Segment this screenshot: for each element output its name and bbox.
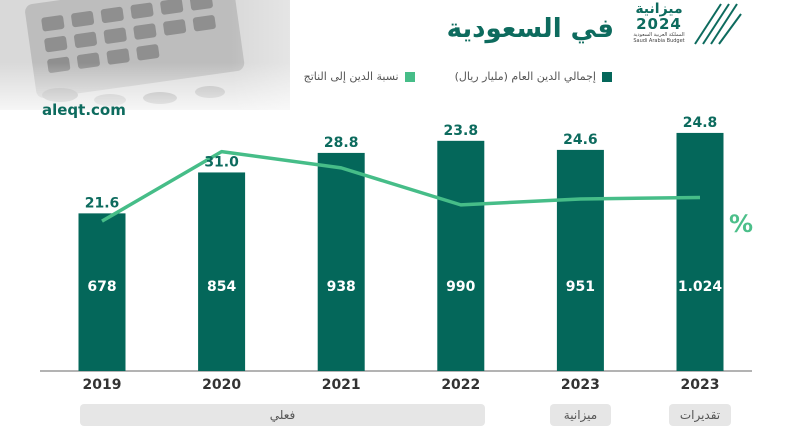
- bar-2021-2: [317, 152, 365, 371]
- bar-value-label: 938: [327, 279, 356, 295]
- bar-value-label: 854: [207, 279, 236, 295]
- x-tick-label-5: 2023: [681, 377, 720, 393]
- legend-swatch-line: [404, 71, 415, 82]
- bar-2023-5: [676, 132, 724, 371]
- x-tick-label-3: 2022: [441, 377, 480, 393]
- bar-value-label: 990: [446, 279, 475, 295]
- x-tick-label-0: 2019: [83, 377, 122, 393]
- legend-item-debt-ratio: نسبة الدين إلى الناتج: [304, 70, 415, 83]
- period-pill-1: ميزانية: [550, 404, 611, 426]
- logo-word: ميزانية: [635, 1, 683, 17]
- logo-subtitle-en: Saudi Arabia Budget: [633, 38, 685, 44]
- legend-label-debt-total: إجمالي الدين العام (مليار ريال): [454, 70, 596, 83]
- percent-sign: %: [729, 210, 754, 238]
- bar-2023-4: [556, 149, 604, 371]
- x-tick-label-1: 2020: [202, 377, 241, 393]
- bar-2019-0: [78, 213, 126, 371]
- page-title: في السعودية: [446, 14, 614, 44]
- legend-swatch-bar: [602, 71, 612, 82]
- ratio-value-label: 21.6: [85, 195, 120, 211]
- ratio-value-label: 23.8: [444, 123, 479, 139]
- photo-fade: [0, 0, 420, 125]
- bar-2022-3: [437, 140, 485, 371]
- ratio-line: [101, 149, 701, 223]
- ratio-value-label: 28.8: [324, 135, 359, 151]
- logo-stripes-icon: [694, 3, 742, 45]
- bar-value-label: 678: [87, 279, 116, 295]
- x-tick-label-2: 2021: [322, 377, 361, 393]
- ratio-value-label: 24.8: [683, 115, 718, 131]
- logo-year: 2024: [636, 15, 682, 33]
- bar-2020-1: [198, 172, 246, 371]
- period-pill-0: فعلي: [80, 404, 485, 426]
- source-label: aleqt.com: [42, 101, 126, 119]
- ratio-value-label: 24.6: [563, 132, 598, 148]
- bar-value-label: 951: [566, 279, 595, 295]
- logo-subtitle-ar: المملكة العربية السعودية: [633, 32, 685, 38]
- period-pill-2: تقديرات: [669, 404, 731, 426]
- budget-logo: ميزانية 2024 المملكة العربية السعودية Sa…: [629, 0, 744, 48]
- x-tick-label-4: 2023: [561, 377, 600, 393]
- legend-label-debt-ratio: نسبة الدين إلى الناتج: [303, 70, 399, 83]
- bar-value-label: 1.024: [678, 279, 723, 295]
- ratio-value-label: 31.0: [204, 154, 239, 170]
- legend-item-debt-total: إجمالي الدين العام (مليار ريال): [455, 70, 612, 83]
- legend: إجمالي الدين العام (مليار ريال) نسبة الد…: [304, 70, 612, 83]
